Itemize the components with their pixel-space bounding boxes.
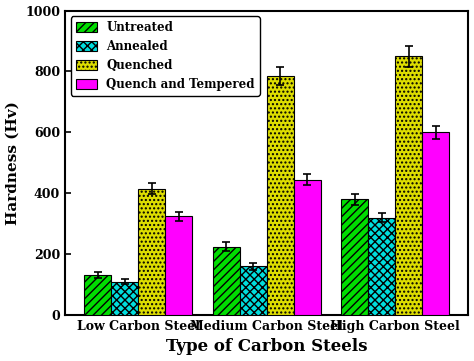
Bar (395, 56, 422, 315)
Bar (84, 275, 111, 315)
Y-axis label: Hardness (Hv): Hardness (Hv) (6, 101, 19, 225)
Bar (368, 218, 395, 315)
Bar (111, 282, 138, 315)
Legend: Untreated, Annealed, Quenched, Quench and Tempered: Untreated, Annealed, Quenched, Quench an… (71, 17, 259, 96)
X-axis label: Type of Carbon Steels: Type of Carbon Steels (166, 339, 367, 356)
Bar (165, 216, 192, 315)
Bar (341, 199, 368, 315)
Bar (294, 179, 321, 315)
Bar (138, 189, 165, 315)
Bar (267, 76, 294, 315)
Bar (422, 132, 449, 315)
Bar (240, 266, 267, 315)
Bar (213, 247, 240, 315)
